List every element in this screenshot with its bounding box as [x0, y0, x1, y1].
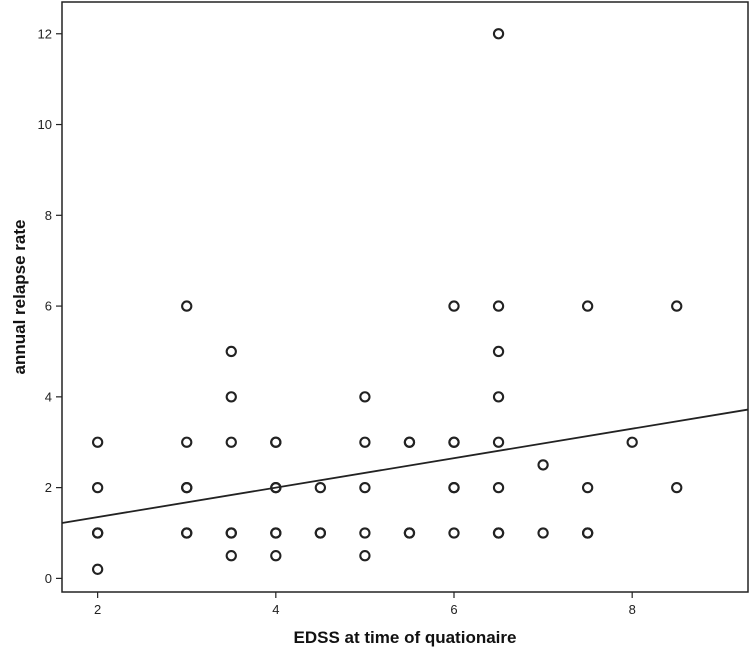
data-point — [314, 481, 327, 494]
data-point — [270, 436, 282, 448]
data-point — [91, 563, 104, 575]
x-axis-ticks: 2 4 6 8 — [94, 592, 636, 617]
data-point — [181, 436, 193, 448]
data-point — [181, 527, 193, 539]
data-point — [270, 550, 282, 562]
data-point — [91, 436, 104, 448]
data-point — [492, 300, 505, 312]
data-point — [537, 459, 549, 471]
regression-line-layer — [61, 408, 749, 524]
y-axis-ticks: 0 2 4 6 8 10 12 — [38, 26, 62, 586]
x-tick-label: 4 — [272, 602, 279, 617]
data-point — [359, 481, 371, 494]
y-tick-label: 6 — [45, 299, 52, 314]
data-point — [492, 481, 505, 494]
data-point — [581, 300, 594, 312]
y-axis-title: annual relapse rate — [10, 220, 29, 375]
data-point — [359, 550, 371, 562]
data-point — [448, 300, 460, 312]
x-tick-label: 6 — [450, 602, 457, 617]
y-tick-label: 12 — [38, 26, 52, 41]
x-axis-title: EDSS at time of quationaire — [294, 628, 517, 647]
data-point — [225, 436, 237, 448]
data-point — [448, 527, 460, 539]
data-point — [359, 436, 371, 448]
data-point — [225, 345, 237, 358]
plot-frame — [61, 1, 749, 593]
data-point — [181, 300, 193, 312]
data-point — [671, 300, 683, 312]
data-point — [91, 481, 104, 494]
data-point — [270, 481, 282, 494]
data-point — [492, 436, 505, 448]
data-point — [581, 527, 594, 539]
y-tick-label: 4 — [45, 389, 52, 404]
data-point — [359, 391, 371, 403]
x-tick-label: 8 — [629, 602, 636, 617]
data-point — [91, 527, 104, 539]
data-point — [671, 481, 683, 494]
data-point — [626, 436, 638, 448]
data-point — [225, 550, 237, 562]
data-point — [448, 436, 460, 448]
y-tick-label: 10 — [38, 117, 52, 132]
data-point — [225, 527, 237, 539]
data-point — [403, 436, 416, 448]
data-point — [181, 481, 193, 494]
data-point — [403, 527, 416, 539]
data-points-layer — [91, 28, 683, 575]
data-point — [492, 527, 505, 539]
y-tick-label: 0 — [45, 571, 52, 586]
data-point — [448, 481, 460, 494]
data-point — [492, 28, 505, 40]
data-point — [359, 527, 371, 539]
data-point — [225, 391, 237, 403]
y-tick-label: 2 — [45, 480, 52, 495]
x-tick-label: 2 — [94, 602, 101, 617]
data-point — [581, 481, 594, 494]
data-point — [537, 527, 549, 539]
y-tick-label: 8 — [45, 208, 52, 223]
data-point — [270, 527, 282, 539]
regression-line — [61, 408, 749, 524]
data-point — [314, 527, 327, 539]
data-point — [492, 345, 505, 358]
data-point — [492, 391, 505, 403]
